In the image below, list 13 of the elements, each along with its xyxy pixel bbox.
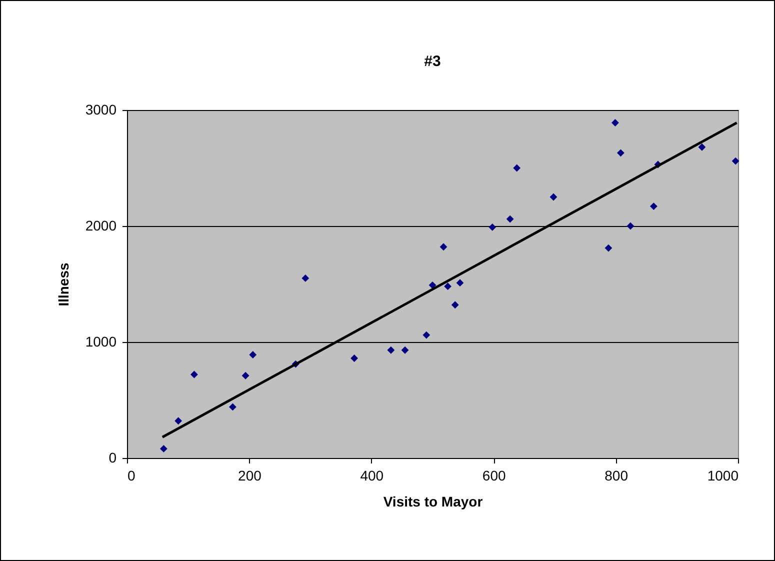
x-tick-label: 0 (128, 468, 136, 484)
y-tick-label: 0 (108, 450, 117, 466)
x-tick-label: 800 (604, 468, 628, 484)
x-tick-label: 1000 (707, 468, 739, 484)
y-tick-label: 2000 (85, 218, 117, 234)
x-tick-label: 400 (360, 468, 384, 484)
y-tick-label: 1000 (85, 334, 117, 350)
x-tick-label: 600 (482, 468, 506, 484)
y-axis-title: Illness (55, 262, 72, 306)
x-tick-label: 200 (238, 468, 262, 484)
y-tick-label: 3000 (85, 102, 117, 118)
x-axis-title: Visits to Mayor (383, 494, 484, 510)
chart-title: #3 (424, 53, 441, 70)
